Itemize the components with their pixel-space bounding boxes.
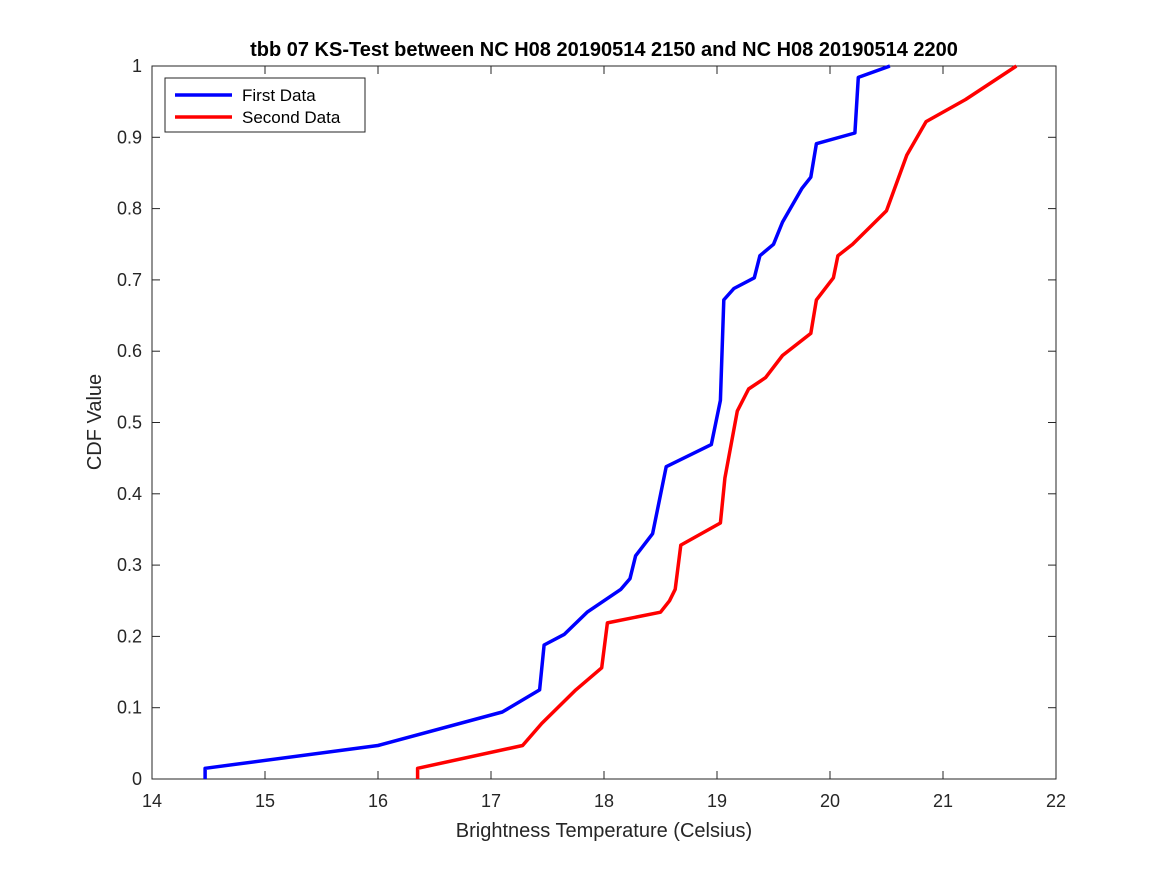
y-tick-label: 0.5 — [117, 413, 142, 433]
y-axis-label: CDF Value — [84, 374, 106, 470]
y-tick-label: 0.1 — [117, 698, 142, 718]
axis-ticks: 14 15 16 17 18 19 20 21 22 0 0.1 0.2 0.3 0.4 0.5 0.6 0.7… — [117, 56, 1066, 811]
chart-title: tbb 07 KS-Test between NC H08 20190514 2… — [250, 39, 958, 61]
y-tick-label: 0.2 — [117, 626, 142, 646]
x-tick-label: 14 — [142, 791, 162, 811]
y-tick-label: 0.8 — [117, 199, 142, 219]
y-tick-label: 0.6 — [117, 341, 142, 361]
series-line-second-data — [415, 64, 1018, 779]
x-axis-label: Brightness Temperature (Celsius) — [456, 820, 752, 842]
y-tick-label: 0.3 — [117, 555, 142, 575]
plot-area — [151, 65, 1057, 780]
legend: First Data Second Data — [164, 77, 366, 133]
legend-label-second-data: Second Data — [242, 108, 341, 127]
y-tick-label: 0.7 — [117, 270, 142, 290]
series-group — [203, 64, 1018, 779]
y-tick-label: 0.4 — [117, 484, 142, 504]
legend-label-first-data: First Data — [242, 86, 316, 105]
x-tick-label: 18 — [594, 791, 614, 811]
legend-box — [164, 77, 366, 133]
x-tick-label: 15 — [255, 791, 275, 811]
series-line-first-data — [203, 64, 891, 779]
y-tick-label: 0 — [132, 769, 142, 789]
x-tick-label: 17 — [481, 791, 501, 811]
y-tick-label: 0.9 — [117, 127, 142, 147]
x-tick-label: 20 — [820, 791, 840, 811]
x-tick-label: 16 — [368, 791, 388, 811]
x-tick-label: 22 — [1046, 791, 1066, 811]
y-tick-label: 1 — [132, 56, 142, 76]
x-tick-label: 21 — [933, 791, 953, 811]
x-tick-label: 19 — [707, 791, 727, 811]
